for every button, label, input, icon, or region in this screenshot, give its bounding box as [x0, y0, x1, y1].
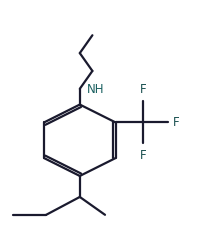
Text: NH: NH — [87, 83, 105, 96]
Text: F: F — [173, 116, 180, 129]
Text: F: F — [139, 83, 146, 96]
Text: F: F — [139, 149, 146, 162]
